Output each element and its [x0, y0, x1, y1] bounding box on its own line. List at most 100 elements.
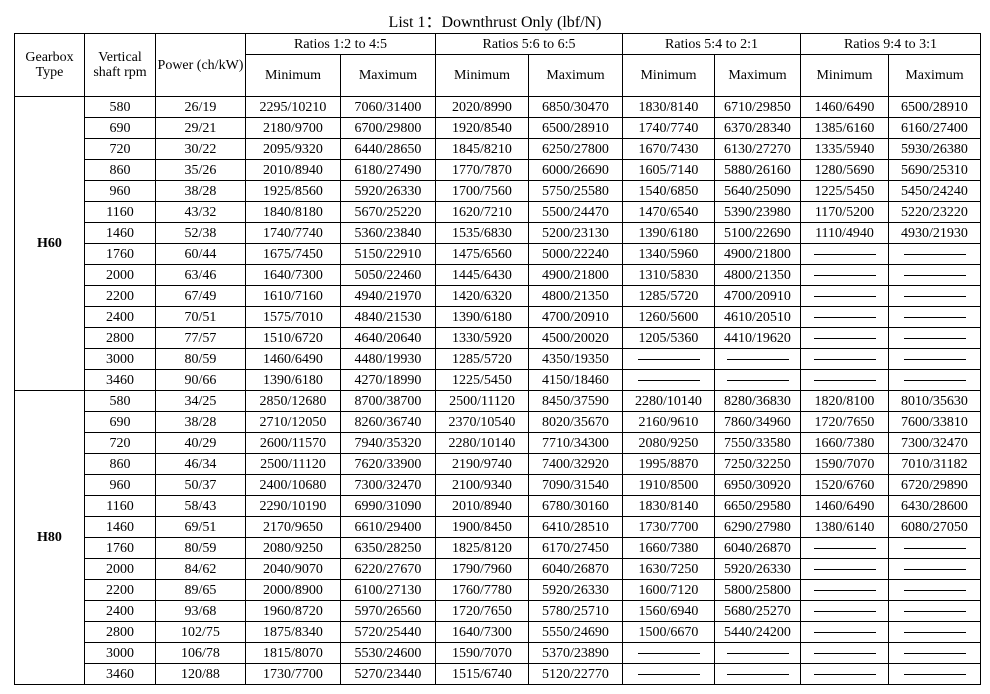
- table-cell: 7600/33810: [888, 411, 981, 433]
- table-cell: 2370/10540: [435, 411, 529, 433]
- table-cell: 80/59: [155, 537, 246, 559]
- table-cell: 8020/35670: [528, 411, 623, 433]
- header-cell: Minimum: [622, 54, 715, 97]
- empty-cell: [714, 642, 801, 664]
- table-cell: 1995/8870: [622, 453, 715, 475]
- table-cell: 60/44: [155, 243, 246, 265]
- empty-cell: [888, 264, 981, 286]
- table-cell: 1280/5690: [800, 159, 889, 181]
- header-cell: Minimum: [800, 54, 889, 97]
- dash: [637, 379, 700, 381]
- dash: [903, 358, 966, 360]
- empty-cell: [714, 348, 801, 370]
- dash: [813, 547, 876, 549]
- empty-cell: [800, 264, 889, 286]
- table-cell: 2295/10210: [245, 96, 341, 118]
- table-cell: 1910/8500: [622, 474, 715, 496]
- table-cell: 1640/7300: [435, 621, 529, 643]
- dash: [903, 568, 966, 570]
- empty-cell: [622, 663, 715, 685]
- table-cell: 1840/8180: [245, 201, 341, 223]
- table-cell: 5050/22460: [340, 264, 436, 286]
- empty-cell: [800, 285, 889, 307]
- table-cell: 5920/26330: [714, 558, 801, 580]
- empty-cell: [800, 306, 889, 328]
- dash: [903, 295, 966, 297]
- table-cell: 7620/33900: [340, 453, 436, 475]
- table-row: 860 46/34 2500/11120 7620/33900 2190/9740 740…: [15, 453, 981, 475]
- table-cell: 3000: [84, 348, 156, 370]
- table-cell: 6430/28600: [888, 495, 981, 517]
- table-cell: 6950/30920: [714, 474, 801, 496]
- table-cell: 1620/7210: [435, 201, 529, 223]
- table-cell: 7090/31540: [528, 474, 623, 496]
- dash: [903, 253, 966, 255]
- table-cell: 1605/7140: [622, 159, 715, 181]
- table-cell: 4800/21350: [714, 264, 801, 286]
- table-cell: 4640/20640: [340, 327, 436, 349]
- table-cell: 5200/23130: [528, 222, 623, 244]
- table-cell: 6440/28650: [340, 138, 436, 160]
- table-cell: 1640/7300: [245, 264, 341, 286]
- table-cell: 1960/8720: [245, 600, 341, 622]
- table-row: 1460 69/51 2170/9650 6610/29400 1900/8450 641…: [15, 516, 981, 538]
- table-row: 1160 43/32 1840/8180 5670/25220 1620/7210 550…: [15, 201, 981, 223]
- table-cell: 5100/22690: [714, 222, 801, 244]
- table-cell: 5880/26160: [714, 159, 801, 181]
- empty-cell: [800, 537, 889, 559]
- table-cell: 6100/27130: [340, 579, 436, 601]
- table-cell: 2040/9070: [245, 558, 341, 580]
- table-row: 3000 80/59 1460/6490 4480/19930 1285/5720 435…: [15, 348, 981, 370]
- table-cell: 4840/21530: [340, 306, 436, 328]
- dash: [903, 652, 966, 654]
- table-cell: 2010/8940: [245, 159, 341, 181]
- table-cell: 6990/31090: [340, 495, 436, 517]
- empty-cell: [800, 579, 889, 601]
- dash: [726, 358, 789, 360]
- table-cell: 1845/8210: [435, 138, 529, 160]
- table-cell: 5500/24470: [528, 201, 623, 223]
- table-cell: 2100/9340: [435, 474, 529, 496]
- table-row: 2200 67/49 1610/7160 4940/21970 1420/6320 480…: [15, 285, 981, 307]
- table-cell: 5640/25090: [714, 180, 801, 202]
- table-cell: 1760: [84, 243, 156, 265]
- table-cell: 860: [84, 453, 156, 475]
- table-cell: 1330/5920: [435, 327, 529, 349]
- dash: [637, 673, 700, 675]
- table-cell: 6780/30160: [528, 495, 623, 517]
- table-cell: 58/43: [155, 495, 246, 517]
- table-cell: 1460/6490: [800, 495, 889, 517]
- dash: [813, 610, 876, 612]
- table-cell: 6410/28510: [528, 516, 623, 538]
- table-row: 860 35/26 2010/8940 6180/27490 1770/7870 6000…: [15, 159, 981, 181]
- table-cell: 3460: [84, 663, 156, 685]
- dash: [903, 337, 966, 339]
- table-cell: 6000/26690: [528, 159, 623, 181]
- table-cell: 1225/5450: [435, 369, 529, 391]
- dash: [813, 358, 876, 360]
- table-cell: 1170/5200: [800, 201, 889, 223]
- table-cell: 2020/8990: [435, 96, 529, 118]
- table-cell: 2710/12050: [245, 411, 341, 433]
- table-cell: 5440/24200: [714, 621, 801, 643]
- table-cell: 1720/7650: [800, 411, 889, 433]
- table-cell: 102/75: [155, 621, 246, 643]
- table-cell: 1575/7010: [245, 306, 341, 328]
- table-cell: 6370/28340: [714, 117, 801, 139]
- table-cell: 5920/26330: [528, 579, 623, 601]
- table-cell: 5920/26330: [340, 180, 436, 202]
- empty-cell: [888, 642, 981, 664]
- table-cell: 1590/7070: [800, 453, 889, 475]
- table-cell: 580: [84, 390, 156, 412]
- table-cell: 5000/22240: [528, 243, 623, 265]
- table-cell: 6180/27490: [340, 159, 436, 181]
- table-cell: 38/28: [155, 411, 246, 433]
- table-cell: 2200: [84, 579, 156, 601]
- table-cell: 1285/5720: [435, 348, 529, 370]
- gearbox-cell: H60: [14, 96, 85, 391]
- empty-cell: [888, 306, 981, 328]
- table-cell: 1205/5360: [622, 327, 715, 349]
- table-cell: 4700/20910: [714, 285, 801, 307]
- table-cell: 1610/7160: [245, 285, 341, 307]
- table-row: 2000 84/62 2040/9070 6220/27670 1790/7960 604…: [15, 558, 981, 580]
